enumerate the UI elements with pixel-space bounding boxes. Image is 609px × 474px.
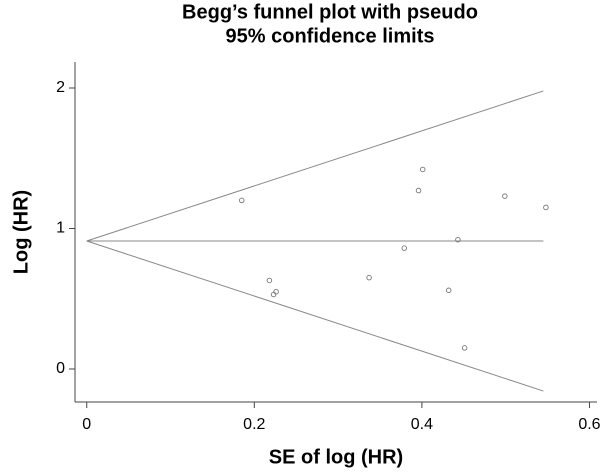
study-point (461, 345, 468, 351)
study-point (266, 277, 273, 284)
study-point (445, 287, 452, 294)
reference-line (86, 90, 544, 242)
chart-title: 95% confidence limits (226, 25, 435, 47)
x-tick-label: 0 (82, 416, 91, 433)
study-point (238, 197, 245, 204)
study-point (543, 204, 549, 211)
study-point (273, 288, 279, 295)
study-point (455, 236, 461, 243)
study-point (415, 187, 422, 194)
study-point (366, 274, 372, 281)
study-point (502, 193, 508, 199)
x-tick-label: 0.4 (411, 416, 433, 433)
x-axis-title: SE of log (HR) (269, 446, 403, 468)
y-tick-label: 0 (56, 360, 65, 377)
study-point (401, 245, 408, 251)
x-tick-label: 0.6 (578, 416, 600, 433)
y-axis-title: Log (HR) (10, 190, 32, 274)
chart-title: Begg’s funnel plot with pseudo (182, 1, 478, 23)
reference-line (86, 240, 544, 392)
study-point (270, 291, 277, 298)
x-tick-label: 0.2 (243, 416, 265, 433)
y-tick-label: 2 (56, 79, 65, 96)
study-point (419, 166, 426, 173)
y-tick-label: 1 (56, 220, 65, 237)
